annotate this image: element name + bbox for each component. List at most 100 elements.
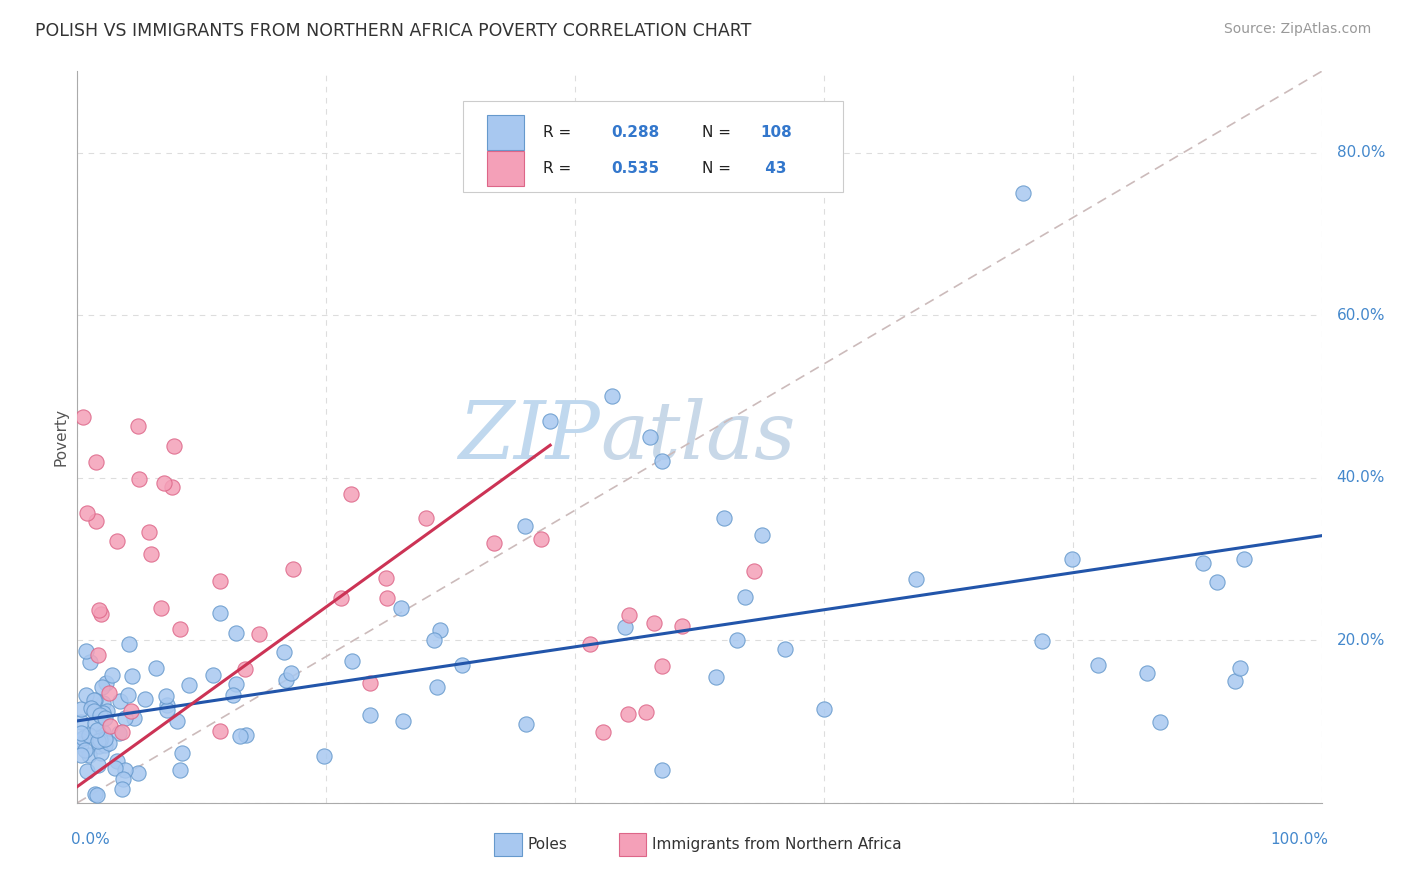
Point (107, 725, 129, 739)
Point (643, 616, 665, 631)
Point (98, 686, 121, 700)
Point (169, 764, 191, 778)
Text: 0.288: 0.288 (612, 125, 659, 139)
Point (114, 711, 136, 725)
Point (70, 714, 93, 729)
Point (273, 645, 295, 659)
Point (89, 708, 111, 723)
Point (209, 723, 232, 738)
Point (484, 536, 506, 550)
Point (104, 761, 127, 775)
Text: R =: R = (543, 161, 576, 176)
Point (96, 704, 118, 718)
Bar (619, 833, 645, 856)
Point (96, 675, 118, 690)
Point (359, 676, 381, 690)
Point (87, 739, 110, 754)
Bar (494, 833, 522, 856)
Point (83, 715, 105, 730)
Point (1149, 714, 1171, 729)
Point (179, 678, 201, 692)
Point (734, 590, 756, 604)
Point (153, 475, 176, 490)
Text: 80.0%: 80.0% (1337, 145, 1385, 161)
Point (76, 764, 98, 778)
Text: 108: 108 (761, 125, 792, 139)
Point (89, 733, 111, 747)
Point (108, 693, 131, 707)
Point (614, 620, 637, 634)
Point (235, 728, 257, 742)
Text: R =: R = (543, 125, 576, 139)
Point (105, 754, 128, 768)
Point (651, 764, 673, 778)
Point (671, 619, 693, 633)
Point (163, 439, 186, 453)
Point (515, 717, 537, 731)
Point (1233, 552, 1256, 566)
Point (773, 641, 796, 656)
Point (87, 603, 110, 617)
Point (359, 708, 381, 723)
Point (422, 632, 444, 647)
Point (280, 665, 302, 680)
Point (77, 748, 100, 763)
Point (72, 731, 94, 746)
Point (617, 607, 640, 622)
Point (638, 430, 661, 444)
Point (225, 676, 247, 690)
Bar (486, 151, 524, 186)
Point (602, 389, 624, 403)
Text: 43: 43 (761, 161, 787, 176)
Point (79, 728, 101, 742)
Point (340, 487, 363, 501)
Point (87, 757, 110, 772)
Point (713, 511, 735, 525)
Point (281, 561, 304, 575)
Point (579, 637, 602, 651)
Point (201, 667, 224, 681)
Text: 100.0%: 100.0% (1270, 832, 1327, 847)
Point (166, 714, 188, 729)
Point (80, 701, 103, 715)
Point (98, 718, 121, 732)
Point (94, 732, 117, 747)
Text: 20.0%: 20.0% (1337, 632, 1385, 648)
Point (145, 661, 167, 675)
Y-axis label: Poverty: Poverty (53, 408, 69, 467)
Point (122, 711, 145, 725)
Bar (486, 114, 524, 150)
Point (98, 736, 121, 750)
Point (538, 414, 561, 428)
Point (114, 764, 136, 778)
Point (905, 572, 928, 586)
Point (111, 782, 134, 797)
Point (84, 514, 107, 528)
Text: 40.0%: 40.0% (1337, 470, 1385, 485)
Point (330, 591, 353, 605)
Point (160, 479, 183, 493)
Text: 0.535: 0.535 (612, 161, 659, 176)
Point (90, 607, 112, 622)
Point (70, 737, 93, 751)
Point (156, 698, 179, 712)
Point (138, 524, 160, 539)
Text: Poles: Poles (527, 837, 568, 852)
FancyBboxPatch shape (463, 101, 842, 192)
Point (91, 696, 114, 710)
Point (105, 534, 128, 549)
Point (172, 746, 194, 760)
Point (121, 669, 143, 683)
Point (392, 714, 415, 728)
Point (155, 689, 177, 703)
Point (1031, 634, 1053, 648)
Point (91, 706, 114, 721)
Text: 60.0%: 60.0% (1337, 308, 1385, 323)
Point (1192, 557, 1215, 571)
Point (86, 788, 108, 802)
Point (134, 691, 156, 706)
Point (149, 601, 172, 615)
Point (374, 571, 396, 585)
Point (222, 689, 245, 703)
Point (634, 705, 657, 719)
